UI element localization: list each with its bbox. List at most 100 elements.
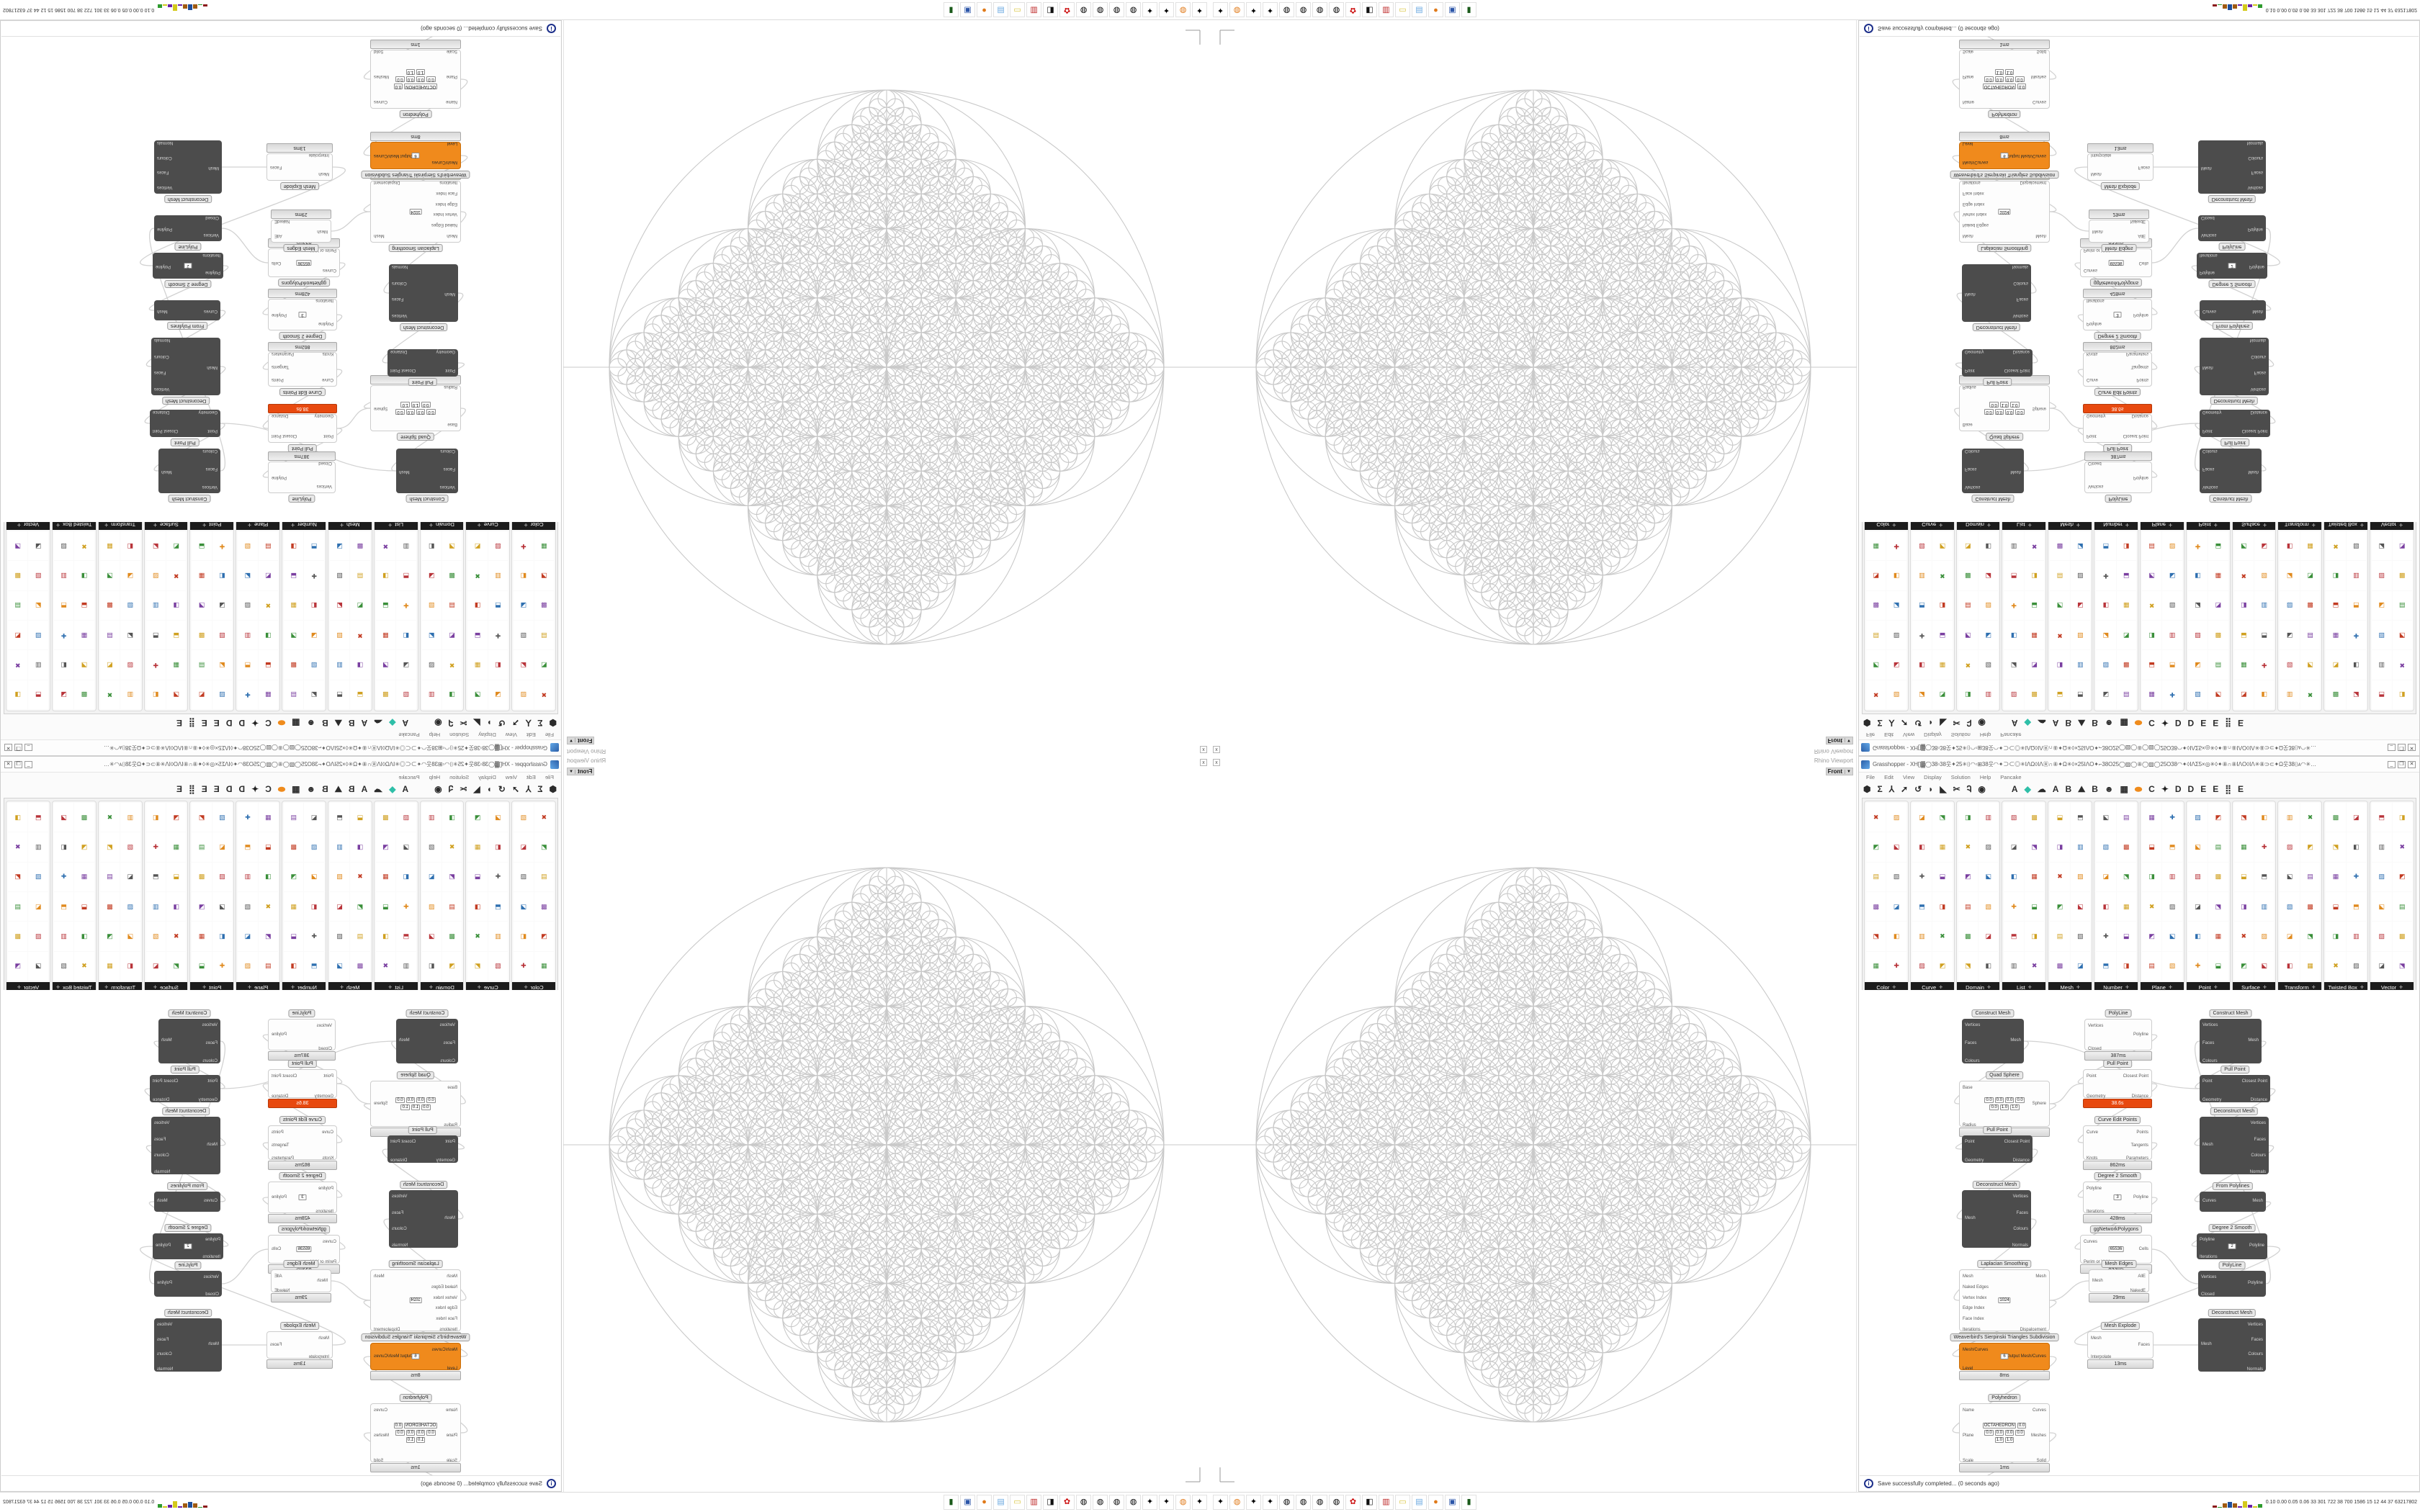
palette-component-icon[interactable]: ▨ <box>2372 862 2392 891</box>
arrow-icon[interactable]: ➚ <box>1901 784 1909 794</box>
node-output-port[interactable]: Vertices <box>392 1194 408 1199</box>
node-input-port[interactable]: Geometry <box>2202 1098 2222 1102</box>
taskbar-palette2-icon[interactable]: ◍ <box>1109 1495 1124 1510</box>
node-field-scale[interactable]: 1.0 <box>2005 1437 2015 1443</box>
palette-tab-caret-icon[interactable]: ✛ <box>340 985 344 990</box>
palette-component-icon[interactable]: ▦ <box>375 862 396 891</box>
gh-node-mesh-explode-1[interactable]: Mesh Explode Mesh Interpolate Faces 13ms <box>266 1322 333 1369</box>
node-output-port[interactable]: Faces <box>2016 1210 2028 1215</box>
palette-component-icon[interactable]: ◧ <box>2346 832 2367 862</box>
palette-component-icon[interactable]: ◪ <box>488 803 508 832</box>
palette-component-icon[interactable]: ⬔ <box>2024 832 2045 862</box>
node-output-port[interactable]: Tangents <box>2130 1143 2148 1148</box>
gh-node-quad-sphere-1[interactable]: Quad Sphere Base Radius Sphere 0.0 0.0 0.0 0.0 0… <box>1959 1071 2050 1137</box>
node-input-port[interactable]: Closed <box>318 1047 332 1051</box>
palette-component-icon[interactable]: ⬒ <box>304 951 324 981</box>
palette-component-icon[interactable]: ◧ <box>145 803 166 832</box>
node-input-port[interactable]: Plane <box>446 1434 457 1438</box>
palette-group-surface[interactable]: ⬔ ◧ ▦ ✚ ⬓ ⬒ ◨ ▥ ✖ ▨ ◩ ⬕ Surface ✛ <box>2231 801 2277 993</box>
palette-component-icon[interactable]: ⬒ <box>2070 803 2091 832</box>
node-output-port[interactable]: Colours <box>392 1227 407 1232</box>
letter-e-icon[interactable]: E <box>2200 784 2207 794</box>
node-input-port[interactable]: Closed <box>205 1292 219 1297</box>
node-field-z[interactable]: 0.0 <box>421 1104 431 1110</box>
palette-component-icon[interactable]: ▤ <box>2208 832 2228 862</box>
palette-component-icon[interactable]: ▥ <box>28 832 48 862</box>
palette-component-icon[interactable]: ✖ <box>166 922 187 951</box>
node-input-port[interactable]: Point <box>2202 1079 2213 1084</box>
node-output-port[interactable]: Mesh <box>161 1038 172 1043</box>
palette-group-transform[interactable]: ▥ ✖ ▨ ◩ ⬕ ▤ ▧ ▩ ◪ ⬔ ◧ ▦ Transform ✛ <box>97 801 143 993</box>
palette-component-icon[interactable]: ▤ <box>192 832 212 862</box>
palette-component-icon[interactable]: ▦ <box>258 803 279 832</box>
node-body[interactable]: Mesh/Curves Level Output Mesh/Curves 6 <box>370 1343 461 1371</box>
palette-component-icon[interactable]: ✚ <box>212 951 233 981</box>
letter-d2-icon[interactable]: D <box>2187 784 2195 794</box>
palette-tab-surface[interactable]: Surface ✛ <box>2232 982 2276 992</box>
node-input-port[interactable]: Geometry <box>2087 1094 2106 1099</box>
node-body[interactable]: Mesh Vertices Faces Colours Normals <box>1962 1190 2031 1248</box>
palette-component-icon[interactable]: ⬔ <box>2208 891 2228 922</box>
node-output-port[interactable]: Vertices <box>154 1121 170 1125</box>
taskbar-books-icon[interactable]: ▥ <box>1026 1495 1041 1510</box>
palette-group-vector[interactable]: ⬒ ◨ ▥ ✖ ▨ ◩ ⬕ ▤ ▧ ▩ ◪ ⬔ Vector ✛ <box>2370 801 2414 993</box>
scissors-icon[interactable]: ✂ <box>460 784 467 794</box>
node-parameter-fields[interactable]: 1024 <box>1998 1297 2011 1303</box>
node-parameter-fields[interactable]: 3 <box>2113 1194 2122 1200</box>
palette-component-icon[interactable]: ▥ <box>329 832 350 862</box>
system-tray[interactable]: 0.10 0.00 0.05 0.06 33 301 722 38 700 15… <box>2212 1498 2417 1508</box>
palette-component-icon[interactable]: ⬓ <box>2208 951 2228 981</box>
node-input-port[interactable]: Colours <box>440 1059 455 1063</box>
gh-node-polyline-2[interactable]: PolyLine Vertices Closed Polyline <box>2198 1261 2266 1297</box>
node-input-port[interactable]: Vertices <box>2202 1023 2218 1027</box>
node-input-port[interactable]: Curves <box>2202 1199 2217 1203</box>
palette-component-icon[interactable]: ⬕ <box>2372 891 2392 922</box>
taskbar-palette-icon[interactable]: ◍ <box>1279 1495 1294 1510</box>
palette-group-mesh[interactable]: ⬓ ⬒ ◨ ▥ ✖ ▨ ◩ ⬕ ▤ ▧ ▩ ◪ Mesh ✛ <box>2048 801 2093 993</box>
taskbar-rhino2-icon[interactable]: ✦ <box>1159 1495 1174 1510</box>
palette-tab-caret-icon[interactable]: ✛ <box>104 985 109 990</box>
palette-component-icon[interactable]: ▨ <box>2070 862 2091 891</box>
grid-icon[interactable]: ▦ <box>2120 784 2128 794</box>
palette-component-icon[interactable]: ⬓ <box>2326 891 2346 922</box>
palette-component-icon[interactable]: ▧ <box>238 951 258 981</box>
node-input-port[interactable]: Vertices <box>202 1023 218 1027</box>
tree-icon[interactable]: ⅄ <box>1888 784 1895 794</box>
palette-component-icon[interactable]: ⬒ <box>28 803 48 832</box>
node-output-port[interactable]: Mesh <box>374 1274 385 1279</box>
palette-component-icon[interactable]: ⬕ <box>421 862 442 891</box>
palette-component-icon[interactable]: ⬓ <box>2024 891 2045 922</box>
node-output-port[interactable]: Mesh <box>2252 1199 2263 1203</box>
taskbar-palette-icon[interactable]: ◍ <box>1126 1495 1141 1510</box>
palette-component-icon[interactable]: ◨ <box>375 922 396 951</box>
taskbar-orange-icon[interactable]: ● <box>977 1495 992 1510</box>
node-input-port[interactable]: Iterations <box>439 1328 457 1332</box>
palette-component-icon[interactable]: ◨ <box>2116 951 2136 981</box>
menu-item-view[interactable]: View <box>1903 774 1915 780</box>
palette-group-transform[interactable]: ▥ ✖ ▨ ◩ ⬕ ▤ ▧ ▩ ◪ ⬔ ◧ ▦ Transform ✛ <box>2277 801 2323 993</box>
palette-component-icon[interactable]: ◩ <box>1932 951 1953 981</box>
node-output-port[interactable]: Points <box>272 1130 284 1135</box>
hexagon-icon[interactable]: ⬢ <box>549 784 557 794</box>
gh-node-deconstruct-mesh-2[interactable]: Deconstruct Mesh Mesh Vertices Faces Colours… <box>1962 1181 2031 1248</box>
palette-tab-caret-icon[interactable]: ✛ <box>2360 985 2364 990</box>
palette-component-icon[interactable]: ◧ <box>514 922 534 951</box>
node-input-port[interactable]: Mesh <box>2202 1143 2213 1147</box>
node-output-port[interactable]: Vertices <box>2012 1194 2028 1199</box>
palette-component-icon[interactable]: ▨ <box>28 862 48 891</box>
node-body[interactable]: Vertices Faces Colours Mesh <box>396 1019 458 1063</box>
letter-e2-icon[interactable]: E <box>2213 784 2219 794</box>
gh-node-construct-mesh-2[interactable]: Construct Mesh Vertices Faces Colours Mesh <box>158 1009 220 1063</box>
node-input-port[interactable]: Iterations <box>202 1255 220 1259</box>
node-parameter-fields[interactable]: 6 <box>411 1354 420 1359</box>
grid-icon[interactable]: ▦ <box>292 784 300 794</box>
node-field-o[interactable]: 0.0 <box>2017 1423 2027 1428</box>
palette-component-icon[interactable]: ⬕ <box>1886 832 1906 862</box>
letter-e3-icon[interactable]: E <box>176 784 182 794</box>
node-output-port[interactable]: Normals <box>392 1243 408 1248</box>
node-input-port[interactable]: Polyline <box>2087 1187 2102 1191</box>
palette-component-icon[interactable]: ▧ <box>2070 922 2091 951</box>
node-field-iterations[interactable]: 1024 <box>409 1297 422 1303</box>
palette-group-vector[interactable]: ⬒ ◨ ▥ ✖ ▨ ◩ ⬕ ▤ ▧ ▩ ◪ ⬔ Vector ✛ <box>6 801 50 993</box>
node-output-port[interactable]: Colours <box>157 1352 172 1357</box>
